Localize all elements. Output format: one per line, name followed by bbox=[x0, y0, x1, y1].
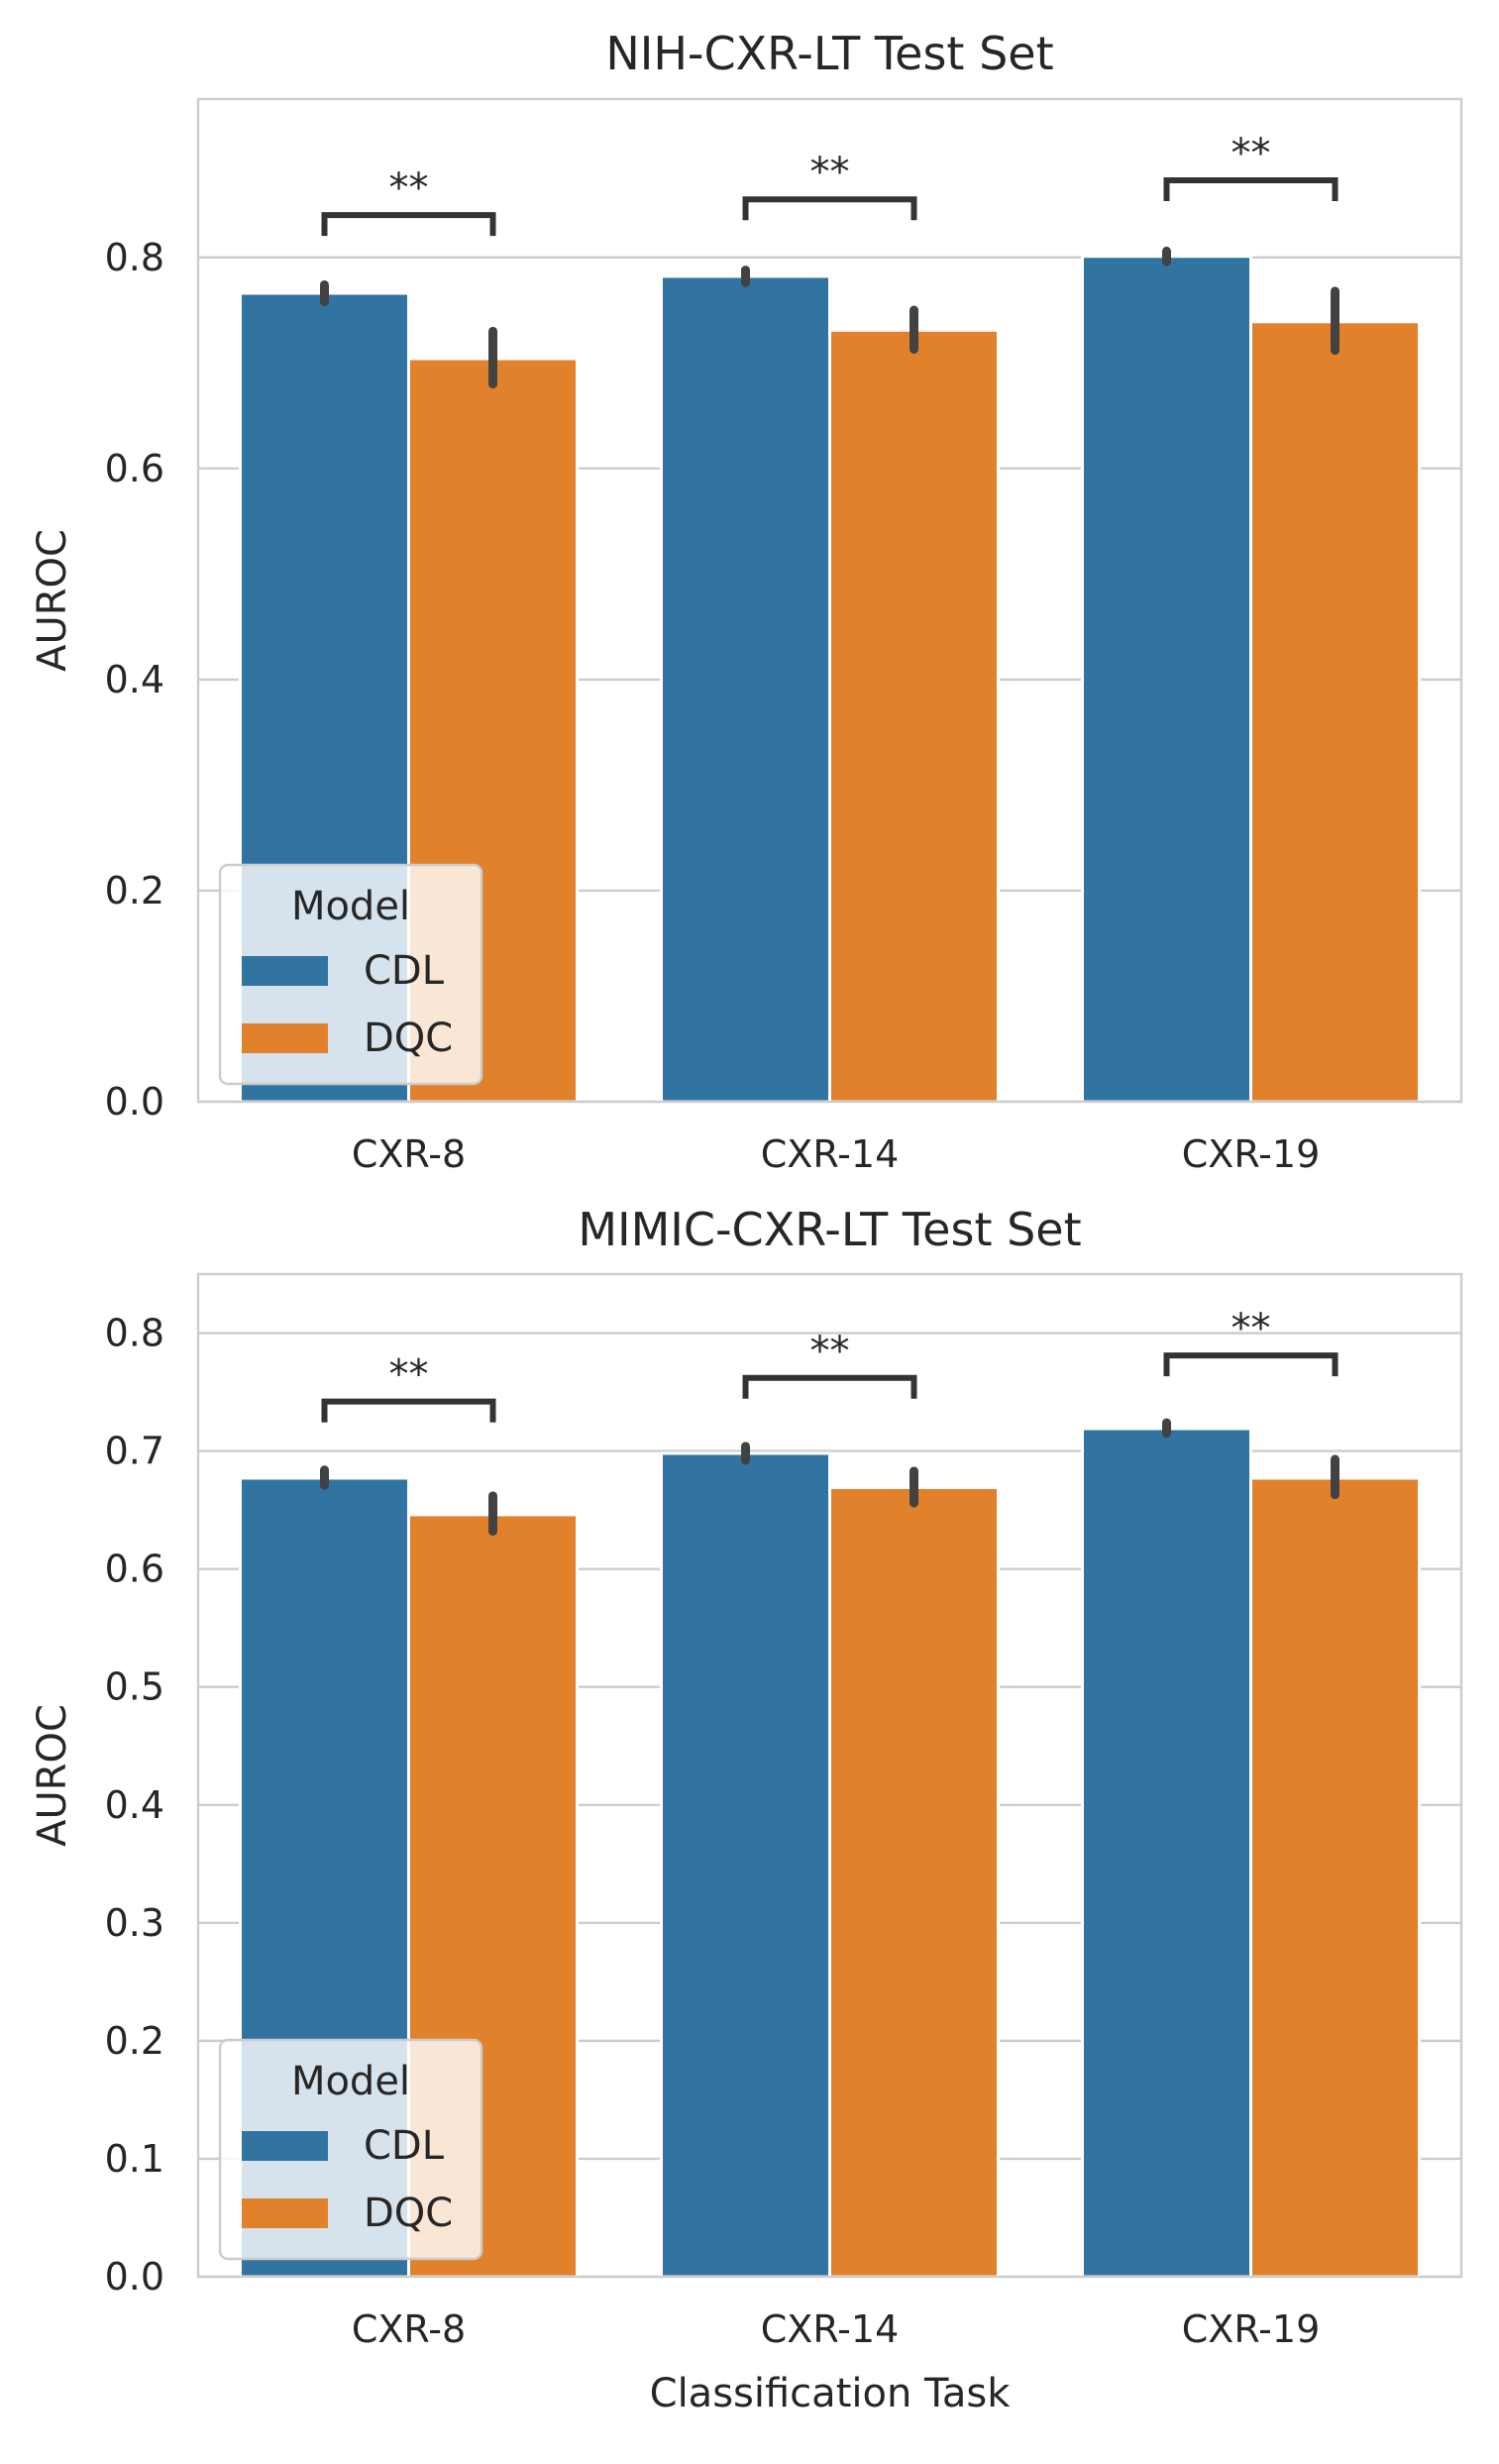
significance-label: ** bbox=[810, 150, 850, 195]
y-tick-label: 0.4 bbox=[105, 658, 164, 701]
legend: Model CDL DQC bbox=[218, 2038, 483, 2261]
significance-bracket bbox=[321, 1398, 496, 1423]
x-tick-label: CXR-8 bbox=[352, 2307, 466, 2351]
chart-1: 0.0 0.2 0.4 0.6 0.8 CXR-8 ** CXR-14 ** CXR-19 ** NI… bbox=[30, 27, 1463, 1176]
chart-2: 0.0 0.1 0.2 0.3 0.4 0.5 0.6 0.7 0.8 CXR-8 ** CXR-14… bbox=[30, 1203, 1463, 2416]
bar-cdl bbox=[1081, 1427, 1252, 2279]
y-tick-label: 0.8 bbox=[105, 236, 164, 279]
bar-dqc bbox=[828, 328, 1000, 1104]
x-tick-label: CXR-8 bbox=[352, 1132, 466, 1176]
significance-label: ** bbox=[389, 165, 429, 211]
bar-dqc bbox=[828, 1485, 1000, 2279]
bar-dqc bbox=[1249, 320, 1421, 1104]
significance-label: ** bbox=[1231, 1306, 1271, 1351]
y-tick-label: 0.2 bbox=[105, 2019, 164, 2063]
significance-bracket bbox=[742, 196, 917, 221]
legend-swatch-dqc bbox=[242, 1023, 328, 1053]
y-tick-label: 0.1 bbox=[105, 2137, 164, 2181]
y-axis-label: AUROC bbox=[30, 529, 75, 672]
legend-swatch-cdl bbox=[242, 2131, 328, 2161]
legend: Model CDL DQC bbox=[218, 863, 483, 1086]
y-tick-label: 0.8 bbox=[105, 1312, 164, 1355]
y-tick-label: 0.0 bbox=[105, 1080, 164, 1124]
legend-label-dqc: DQC bbox=[364, 2191, 453, 2236]
legend-title: Model bbox=[291, 884, 410, 929]
bar-cdl bbox=[1081, 255, 1252, 1104]
legend-label-cdl: CDL bbox=[364, 2123, 445, 2169]
x-tick-label: CXR-19 bbox=[1182, 2307, 1321, 2351]
significance-bracket bbox=[321, 212, 496, 237]
x-axis-label: Classification Task bbox=[650, 2371, 1012, 2416]
significance-label: ** bbox=[389, 1352, 429, 1398]
y-tick-label: 0.2 bbox=[105, 869, 164, 912]
y-tick-label: 0.6 bbox=[105, 447, 164, 490]
significance-label: ** bbox=[810, 1329, 850, 1374]
bar-cdl bbox=[660, 1451, 831, 2279]
y-axis-label: AUROC bbox=[30, 1704, 75, 1847]
y-tick-label: 0.5 bbox=[105, 1665, 164, 1709]
y-tick-label: 0.7 bbox=[105, 1430, 164, 1473]
chart-title: NIH-CXR-LT Test Set bbox=[605, 27, 1053, 80]
x-tick-label: CXR-14 bbox=[761, 2307, 900, 2351]
legend-swatch-cdl bbox=[242, 956, 328, 986]
plot-frame bbox=[196, 97, 1463, 1104]
bar-dqc bbox=[1249, 1476, 1421, 2279]
significance-bracket bbox=[1163, 177, 1338, 202]
plot-frame bbox=[196, 1272, 1463, 2279]
legend-label-dqc: DQC bbox=[364, 1016, 453, 1061]
y-tick-label: 0.3 bbox=[105, 1901, 164, 1945]
significance-bracket bbox=[1163, 1352, 1338, 1377]
legend-title: Model bbox=[291, 2059, 410, 2104]
bar-cdl bbox=[660, 274, 831, 1104]
legend-label-cdl: CDL bbox=[364, 948, 445, 994]
legend-swatch-dqc bbox=[242, 2198, 328, 2228]
y-tick-label: 0.0 bbox=[105, 2255, 164, 2299]
x-tick-label: CXR-14 bbox=[761, 1132, 900, 1176]
y-tick-label: 0.4 bbox=[105, 1783, 164, 1827]
y-tick-label: 0.6 bbox=[105, 1548, 164, 1591]
chart-title: MIMIC-CXR-LT Test Set bbox=[578, 1203, 1081, 1256]
x-tick-label: CXR-19 bbox=[1182, 1132, 1321, 1176]
significance-bracket bbox=[742, 1374, 917, 1399]
significance-label: ** bbox=[1231, 131, 1271, 176]
